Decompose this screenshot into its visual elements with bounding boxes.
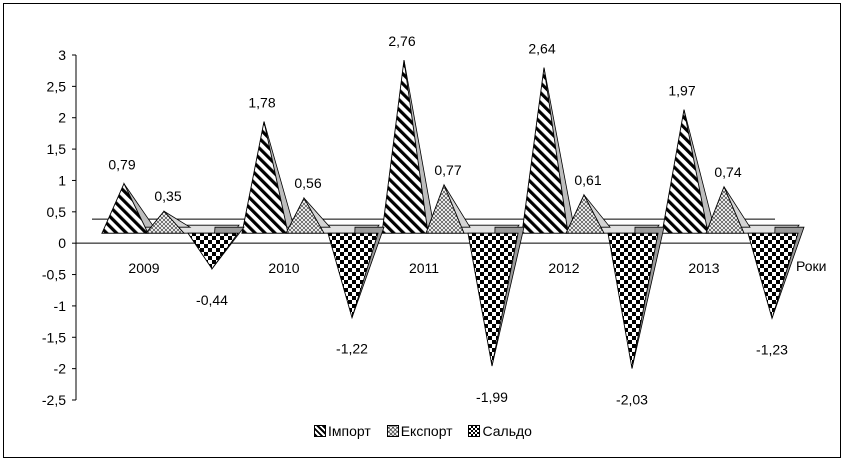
data-label-import-2010: 1,78 — [248, 95, 275, 111]
cone-saldo-2011 — [467, 232, 519, 367]
legend-swatch-saldo — [468, 425, 481, 437]
data-label-export-2010: 0,56 — [294, 175, 321, 191]
y-tick-label: 1,5 — [47, 141, 67, 157]
y-tick-label: 2,5 — [47, 78, 67, 94]
x-tick-label-2009: 2009 — [128, 260, 159, 276]
marks-layer — [101, 59, 805, 369]
legend-label-export: Експорт — [400, 423, 453, 439]
x-tick-label-2012: 2012 — [548, 260, 579, 276]
y-tick-label: 1 — [58, 172, 66, 188]
cone-saldo-2009 — [187, 232, 239, 270]
legend-label-saldo: Сальдо — [482, 423, 532, 439]
y-tick-label: -0,5 — [42, 267, 66, 283]
legend-swatch-export — [386, 425, 399, 437]
legend-item-saldo: Сальдо — [468, 423, 532, 439]
legend-label-import: Імпорт — [328, 423, 371, 439]
data-label-export-2011: 0,77 — [434, 162, 461, 178]
data-label-import-2011: 2,76 — [388, 33, 415, 49]
y-tick-label: -1 — [54, 298, 67, 314]
data-label-saldo-2011: -1,99 — [476, 389, 508, 405]
cone-import-2011 — [381, 59, 429, 234]
cone-export-2013 — [705, 185, 745, 234]
cone-saldo-2010 — [327, 232, 379, 320]
y-tick-label: -2,5 — [42, 392, 66, 408]
cone-export-2011 — [425, 183, 465, 234]
y-tick-label: 0 — [58, 235, 66, 251]
data-label-saldo-2013: -1,23 — [756, 341, 788, 357]
cone-saldo-2012 — [607, 232, 659, 369]
data-label-export-2013: 0,74 — [714, 164, 741, 180]
data-label-import-2009: 0,79 — [108, 157, 135, 173]
x-unit-label: Роки — [796, 258, 826, 274]
y-tick-label: -2 — [54, 361, 67, 377]
x-tick-label-2011: 2011 — [409, 260, 439, 276]
data-label-import-2013: 1,97 — [668, 83, 695, 99]
legend-swatch-import — [314, 425, 327, 437]
cone-export-2009 — [145, 210, 186, 234]
y-tick-label: 0,5 — [47, 204, 67, 220]
y-tick-label: -1,5 — [42, 329, 66, 345]
x-tick-label-2013: 2013 — [688, 260, 719, 276]
legend-item-export: Експорт — [386, 423, 453, 439]
y-tick-label: 2 — [58, 110, 66, 126]
cone-import-2010 — [241, 121, 289, 234]
cone-import-2009 — [101, 182, 149, 234]
cone-import-2013 — [661, 109, 709, 234]
data-label-saldo-2009: -0,44 — [196, 292, 228, 308]
cone-export-2012 — [565, 193, 605, 234]
data-label-export-2009: 0,35 — [154, 188, 181, 204]
cone-export-2010 — [285, 197, 325, 234]
labels-layer: 3 2,5 2 1,5 1 0,5 0 -0,5 -1 -1,5 -2 -2,5 Роки 0,79 1,7… — [42, 33, 827, 408]
data-label-saldo-2010: -1,22 — [336, 341, 368, 357]
data-label-saldo-2012: -2,03 — [616, 392, 648, 408]
x-tick-label-2010: 2010 — [268, 260, 299, 276]
cone-saldo-2013 — [747, 232, 799, 320]
legend: Імпорт Експорт Сальдо — [0, 423, 846, 439]
data-label-import-2012: 2,64 — [528, 41, 555, 57]
data-label-export-2012: 0,61 — [574, 172, 601, 188]
legend-item-import: Імпорт — [314, 423, 371, 439]
y-tick-label: 3 — [58, 47, 66, 63]
cone-import-2012 — [521, 67, 569, 234]
